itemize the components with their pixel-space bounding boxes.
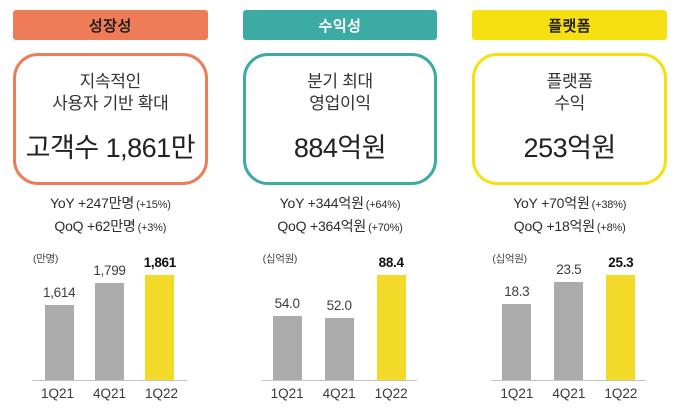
stat-yoy: YoY +247만명 (+15%) bbox=[13, 193, 208, 216]
box-line: 영업이익 bbox=[309, 94, 371, 113]
x-tick-label: 1Q22 bbox=[604, 386, 638, 401]
bar-group: 18.3 bbox=[502, 284, 532, 380]
stat-percent: (+8%) bbox=[596, 222, 626, 234]
x-tick-label: 1Q22 bbox=[144, 386, 179, 401]
stats-growth: YoY +247만명 (+15%) QoQ +62만명 (+3%) bbox=[13, 193, 208, 239]
bar-group: 52.0 bbox=[324, 298, 354, 380]
box-description: 플랫폼 수익 bbox=[547, 71, 593, 115]
bar-group: 54.0 bbox=[272, 296, 302, 380]
x-tick-label: 4Q21 bbox=[322, 386, 356, 401]
x-tick-label: 1Q22 bbox=[374, 386, 408, 401]
x-tick-label: 4Q21 bbox=[552, 386, 586, 401]
stat-percent: (+15%) bbox=[136, 199, 171, 211]
chart-x-labels: 1Q21 4Q21 1Q22 bbox=[262, 386, 417, 401]
chart-unit-label: (십억원) bbox=[262, 253, 298, 265]
stat-text: YoY +70억원 bbox=[513, 195, 590, 211]
stat-text: YoY +247만명 bbox=[49, 195, 135, 211]
bar-value-label: 25.3 bbox=[608, 255, 634, 270]
bar-highlighted bbox=[606, 275, 636, 380]
column-profitability: 수익성 분기 최대 영업이익 884억원 YoY +344억원 (+64%) Qo… bbox=[242, 10, 438, 409]
box-line: 지속적인 bbox=[79, 72, 142, 91]
chart-unit-label: (만명) bbox=[33, 253, 59, 265]
box-line: 수익 bbox=[554, 94, 585, 113]
stat-percent: (+38%) bbox=[591, 199, 627, 211]
chart-plot: 54.0 52.0 88.4 bbox=[261, 251, 417, 381]
stat-percent: (+64%) bbox=[365, 199, 401, 211]
bar-value-label: 1,861 bbox=[143, 255, 177, 270]
bar-highlighted bbox=[376, 275, 406, 380]
stat-yoy: YoY +70억원 (+38%) bbox=[472, 193, 667, 216]
box-line: 분기 최대 bbox=[307, 72, 373, 91]
bar-group: 25.3 bbox=[606, 255, 636, 380]
stats-profitability: YoY +344억원 (+64%) QoQ +364억원 (+70%) bbox=[243, 193, 438, 239]
stat-percent: (+3%) bbox=[137, 222, 167, 234]
bar-group: 88.4 bbox=[376, 255, 406, 380]
stat-qoq: QoQ +18억원 (+8%) bbox=[472, 216, 667, 239]
stat-text: QoQ +62만명 bbox=[54, 218, 136, 234]
chart-plot: 18.3 23.5 25.3 bbox=[491, 251, 647, 381]
x-tick-label: 1Q21 bbox=[40, 386, 75, 401]
box-description: 분기 최대 영업이익 bbox=[307, 71, 373, 115]
bar bbox=[554, 282, 584, 380]
highlight-box-profitability: 분기 최대 영업이익 884억원 bbox=[242, 53, 438, 185]
section-header-profitability: 수익성 bbox=[242, 10, 438, 40]
highlight-box-growth: 지속적인 사용자 기반 확대 고객수 1,861만 bbox=[13, 53, 208, 185]
chart-plot: 1,614 1,799 1,861 bbox=[32, 251, 187, 381]
key-metric-platform-revenue: 253억원 bbox=[523, 133, 617, 163]
bar-chart-profitability: (십억원) 54.0 52.0 88.4 1Q21 4Q21 1Q22 bbox=[261, 251, 417, 401]
stat-text: YoY +344억원 bbox=[279, 195, 364, 211]
bar bbox=[272, 316, 302, 380]
bar-group: 23.5 bbox=[554, 262, 584, 380]
bar-value-label: 1,614 bbox=[43, 285, 76, 300]
stat-qoq: QoQ +364억원 (+70%) bbox=[243, 216, 438, 239]
section-header-growth: 성장성 bbox=[13, 10, 208, 40]
bar-value-label: 54.0 bbox=[274, 296, 300, 311]
bar-value-label: 23.5 bbox=[556, 262, 582, 277]
bar-chart-platform: (십억원) 18.3 23.5 25.3 1Q21 4Q21 1Q22 bbox=[491, 251, 647, 401]
chart-x-labels: 1Q21 4Q21 1Q22 bbox=[491, 386, 646, 401]
box-line: 플랫폼 bbox=[546, 72, 593, 91]
stat-text: QoQ +364억원 bbox=[277, 218, 367, 234]
stat-text: QoQ +18억원 bbox=[513, 218, 595, 234]
stats-platform: YoY +70억원 (+38%) QoQ +18억원 (+8%) bbox=[472, 193, 667, 239]
bar-value-label: 88.4 bbox=[378, 255, 404, 270]
x-tick-label: 1Q21 bbox=[500, 386, 534, 401]
bar-value-label: 18.3 bbox=[504, 284, 530, 299]
bar-value-label: 52.0 bbox=[326, 298, 352, 313]
section-header-platform: 플랫폼 bbox=[472, 10, 667, 40]
bar-chart-growth: (만명) 1,614 1,799 1,861 1Q21 4Q21 1Q22 bbox=[32, 251, 187, 401]
box-description: 지속적인 사용자 기반 확대 bbox=[52, 71, 169, 115]
chart-unit-label: (십억원) bbox=[492, 253, 527, 265]
stat-yoy: YoY +344억원 (+64%) bbox=[243, 193, 438, 216]
column-platform: 플랫폼 플랫폼 수익 253억원 YoY +70억원 (+38%) QoQ +18… bbox=[472, 10, 667, 409]
bar-value-label: 1,799 bbox=[93, 263, 126, 278]
bar bbox=[502, 304, 532, 380]
stat-qoq: QoQ +62만명 (+3%) bbox=[13, 216, 208, 239]
bar-group: 1,861 bbox=[144, 255, 176, 380]
bar bbox=[324, 318, 354, 380]
x-tick-label: 1Q21 bbox=[270, 386, 304, 401]
stat-percent: (+70%) bbox=[368, 222, 403, 234]
chart-x-labels: 1Q21 4Q21 1Q22 bbox=[32, 386, 187, 401]
bar-highlighted bbox=[145, 275, 175, 380]
bar bbox=[44, 305, 74, 380]
key-metric-operating-profit: 884억원 bbox=[293, 133, 387, 163]
box-line: 사용자 기반 확대 bbox=[52, 94, 169, 113]
bar-group: 1,799 bbox=[93, 263, 126, 380]
key-metric-customers: 고객수 1,861만 bbox=[25, 133, 196, 163]
highlight-box-platform: 플랫폼 수익 253억원 bbox=[472, 53, 667, 185]
bar-group: 1,614 bbox=[43, 285, 76, 380]
bar bbox=[94, 283, 124, 380]
x-tick-label: 4Q21 bbox=[92, 386, 127, 401]
column-growth: 성장성 지속적인 사용자 기반 확대 고객수 1,861만 YoY +247만명… bbox=[13, 10, 208, 409]
